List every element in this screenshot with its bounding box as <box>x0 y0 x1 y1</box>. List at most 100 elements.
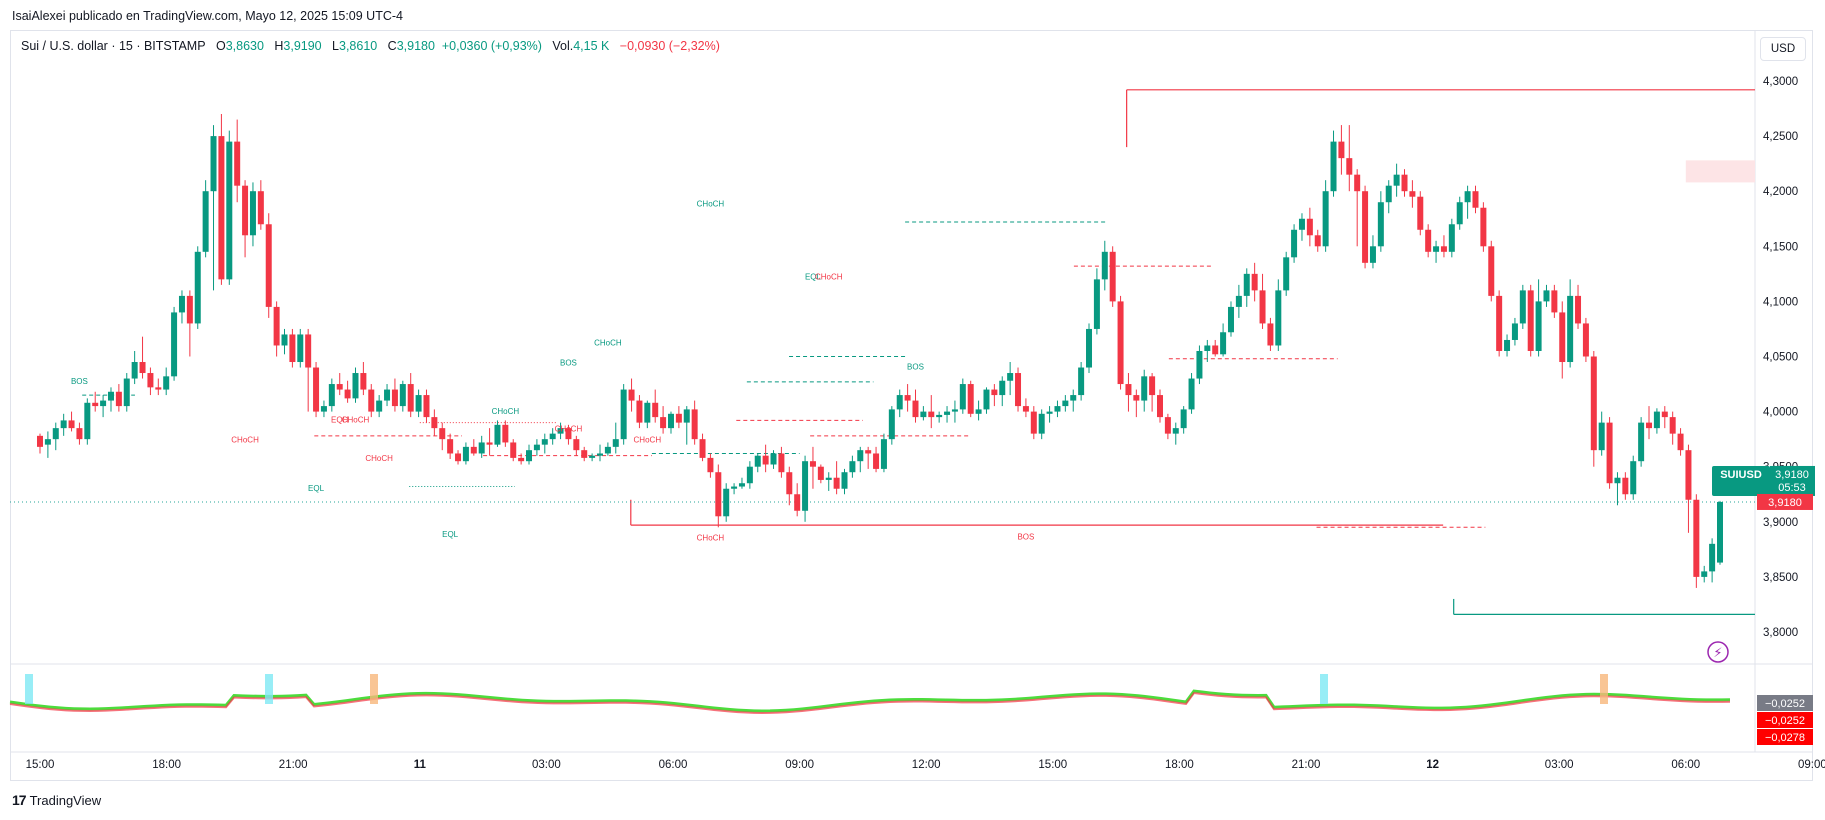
candle-body <box>936 414 943 418</box>
x-tick-label: 21:00 <box>279 759 308 771</box>
candle-body <box>84 402 91 440</box>
symbol-title[interactable]: Sui / U.S. dollar · 15 · BITSTAMP <box>21 39 206 53</box>
x-tick-label: 03:00 <box>1545 759 1574 771</box>
candle-body <box>1298 218 1305 230</box>
candle-body <box>1054 406 1061 412</box>
candle-body <box>1259 290 1266 324</box>
structure-annotation: BOS <box>71 377 88 386</box>
candle-body <box>494 424 501 445</box>
currency-button[interactable]: USD <box>1760 37 1806 61</box>
lightning-icon[interactable] <box>1707 641 1729 663</box>
candle-body <box>770 453 777 465</box>
candle-body <box>1109 251 1116 302</box>
candle-body <box>628 389 635 401</box>
candle-body <box>1717 501 1723 563</box>
candle-body <box>502 424 509 443</box>
candle-body <box>754 455 761 467</box>
candle-body <box>139 362 146 374</box>
candle-body <box>888 409 895 440</box>
structure-annotation: CHoCH <box>365 454 393 463</box>
candle-body <box>557 428 564 434</box>
candle-body <box>1038 413 1045 434</box>
structure-annotation: BOS <box>560 358 577 367</box>
candle-body <box>131 362 138 379</box>
open-value: 3,8630 <box>225 39 264 53</box>
candle-body <box>431 417 438 429</box>
x-tick-label: 11 <box>414 759 427 771</box>
candle-body <box>1551 290 1558 313</box>
candle-body <box>1101 251 1108 280</box>
y-tick-label: 3,9000 <box>1763 517 1798 529</box>
candle-body <box>1251 273 1258 291</box>
structure-annotation: CHoCH <box>555 424 583 433</box>
candle-body <box>959 384 966 410</box>
candle-body <box>644 402 651 423</box>
y-tick-label: 4,1500 <box>1763 241 1798 253</box>
structure-annotation: BOS <box>907 363 924 372</box>
candle-body <box>825 477 832 480</box>
candle-body <box>652 402 659 418</box>
candle-body <box>731 486 738 489</box>
candle-body <box>841 472 848 489</box>
candle-body <box>1377 202 1384 247</box>
candle-body <box>1401 174 1408 192</box>
candle-body <box>1227 306 1234 333</box>
close-value: 3,9180 <box>396 39 435 53</box>
candle-body <box>1677 433 1684 451</box>
candle-body <box>1661 411 1668 418</box>
osc-value-b: −0,0252 <box>1765 715 1805 727</box>
candle-body <box>1070 395 1077 401</box>
last-price-tag <box>1757 493 1813 510</box>
tradingview-logo[interactable]: 17 TradingView <box>12 792 101 808</box>
candle-body <box>1433 246 1440 252</box>
candle-body <box>352 373 359 399</box>
candle-body <box>873 453 880 469</box>
candle-body <box>52 428 59 440</box>
candle-body <box>928 411 935 418</box>
volume-value: 4,15 K <box>573 39 610 53</box>
x-tick-label: 06:00 <box>659 759 688 771</box>
candle-body <box>407 384 414 412</box>
candle-body <box>1559 312 1566 363</box>
candle-body <box>1149 376 1156 396</box>
candle-body <box>1062 400 1069 407</box>
candle-body <box>1409 191 1416 197</box>
candle-body <box>951 409 958 412</box>
candle-body <box>60 420 67 429</box>
x-tick-label: 12:00 <box>912 759 941 771</box>
structure-annotation: CHoCH <box>594 338 622 347</box>
candle-body <box>849 461 856 473</box>
candle-body <box>336 384 343 390</box>
candle-body <box>1235 295 1242 307</box>
structure-annotation: CHoCH <box>492 407 520 416</box>
high-value: 3,9190 <box>283 39 322 53</box>
candle-body <box>573 439 580 451</box>
candle-body <box>478 442 485 454</box>
candle-body <box>37 435 43 447</box>
candle-body <box>738 483 745 487</box>
candle-body <box>147 373 154 388</box>
candle-body <box>1519 290 1526 324</box>
candle-body <box>1188 378 1195 410</box>
structure-annotation: EQH <box>331 416 349 425</box>
y-tick-label: 4,1000 <box>1763 296 1798 308</box>
structure-annotation: CHoCH <box>697 534 725 543</box>
candle-body <box>1582 323 1589 357</box>
candle-body <box>257 191 264 225</box>
candle-body <box>612 439 619 447</box>
candle-body <box>1575 295 1582 324</box>
candle-body <box>455 453 462 462</box>
candle-body <box>1527 290 1534 351</box>
candle-body <box>462 446 469 462</box>
candle-body <box>313 367 320 412</box>
candle-body <box>1511 323 1518 340</box>
candle-body <box>1212 345 1219 355</box>
osc-tag-gray <box>1757 695 1813 711</box>
candle-body <box>1614 477 1621 484</box>
price-tag-box <box>1770 465 1815 496</box>
candle-body <box>809 461 816 467</box>
candle-body <box>786 472 793 495</box>
candle-body <box>44 439 51 445</box>
candle-body <box>802 461 809 511</box>
